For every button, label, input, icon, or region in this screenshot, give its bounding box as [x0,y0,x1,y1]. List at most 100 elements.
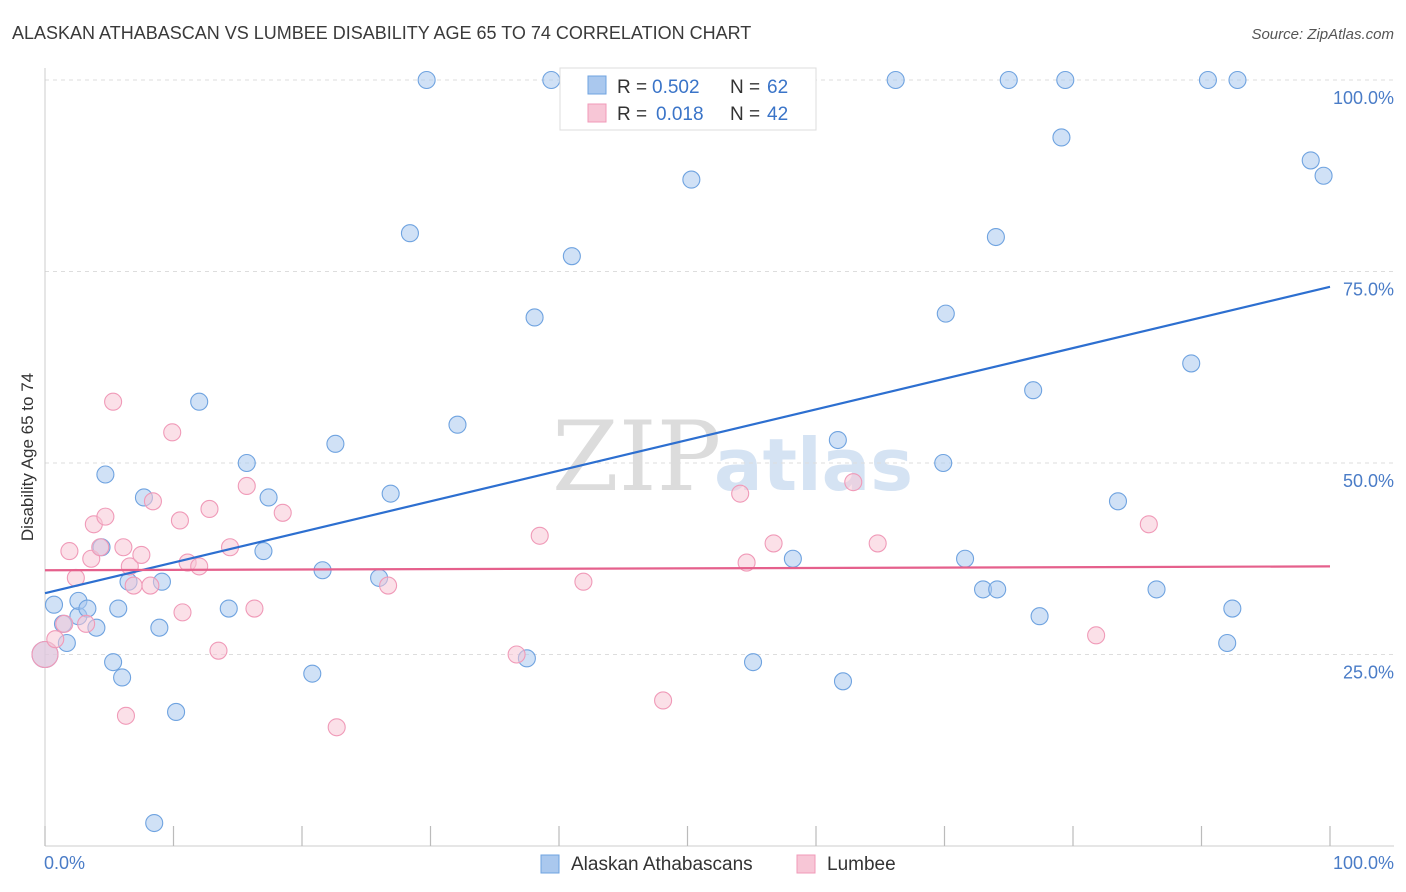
point-blue-28 [381,484,400,503]
point-pink-0 [31,640,59,669]
point-pink-23 [200,499,219,519]
point-blue-34 [542,70,561,90]
point-pink-27 [245,599,264,618]
point-pink-20 [173,603,192,622]
point-pink-1 [46,630,65,649]
trend-lines [44,285,1331,595]
point-blue-41 [886,70,905,90]
y-axis-label: Disability Age 65 to 74 [18,373,37,541]
point-pink-34 [654,691,673,710]
point-pink-37 [764,534,783,553]
watermark: ZIP atlas [552,401,913,513]
point-blue-26 [326,434,345,453]
point-pink-18 [163,423,182,442]
trend-line-pink [44,565,1331,572]
point-pink-32 [530,526,549,545]
point-pink-24 [209,641,228,660]
point-pink-40 [1087,626,1106,645]
point-pink-10 [104,392,123,411]
point-blue-55 [1182,354,1201,373]
point-pink-38 [844,473,863,492]
legend-swatch-blue [587,75,607,95]
point-blue-47 [986,227,1005,247]
chart-title: ALASKAN ATHABASCAN VS LUMBEE DISABILITY … [12,23,751,43]
y-tick-label-0: 100.0% [1333,88,1394,108]
point-blue-59 [1228,70,1247,90]
point-pink-14 [124,576,143,595]
legend-r-label-1: R = [617,77,647,98]
point-blue-42 [934,453,953,473]
point-pink-36 [737,553,756,572]
series-legend-swatch-blue[interactable] [540,854,560,874]
point-blue-19 [190,392,209,411]
point-blue-50 [1030,607,1049,626]
y-axis-tick-labels: 100.0% 75.0% 50.0% 25.0% [1333,88,1394,683]
point-pink-31 [507,645,526,664]
point-pink-22 [190,557,209,576]
chart-source: Source: ZipAtlas.com [1251,26,1394,43]
point-blue-51 [1052,128,1071,147]
series-legend-swatch-pink[interactable] [796,854,816,874]
series-legend: Alaskan Athabascans Lumbee [540,854,896,875]
point-blue-36 [682,170,701,189]
legend-n-value-1: 62 [767,77,788,98]
series-legend-label-blue[interactable]: Alaskan Athabascans [571,854,753,875]
point-blue-20 [219,599,238,618]
point-blue-61 [1314,166,1333,185]
x-tick-label-left: 0.0% [44,853,85,873]
point-blue-43 [936,304,955,323]
point-blue-57 [1218,633,1237,653]
point-blue-33 [525,308,544,327]
point-pink-12 [116,706,136,725]
point-pink-29 [327,718,346,737]
series-legend-label-pink[interactable]: Lumbee [827,854,896,875]
point-blue-24 [303,664,322,683]
trend-line-blue [44,285,1331,595]
point-pink-11 [114,538,133,557]
point-blue-49 [1024,381,1043,400]
point-pink-26 [237,476,256,496]
y-tick-label-1: 75.0% [1343,280,1394,300]
point-pink-39 [868,534,887,553]
point-blue-1 [44,595,64,614]
point-blue-40 [833,672,853,691]
point-blue-38 [783,549,802,568]
point-blue-60 [1301,151,1320,170]
point-blue-46 [988,580,1007,599]
point-pink-16 [141,576,160,595]
y-tick-label-2: 50.0% [1343,471,1394,491]
legend-n-value-2: 42 [767,104,788,125]
axes [44,68,1394,847]
point-pink-15 [132,545,151,564]
point-pink-8 [91,538,110,557]
y-tick-label-3: 25.0% [1343,663,1394,683]
point-pink-28 [273,503,292,522]
point-blue-16 [150,618,169,637]
point-blue-52 [1056,70,1075,90]
legend-swatch-pink [587,103,607,123]
point-blue-29 [400,224,419,243]
point-blue-44 [956,549,975,568]
point-blue-21 [237,453,256,473]
point-pink-9 [96,507,115,526]
scatter-points [31,70,1333,833]
legend-r-value-2: 0.018 [656,104,704,125]
point-blue-39 [828,430,847,450]
point-blue-12 [113,668,132,687]
point-blue-22 [254,542,273,561]
point-blue-53 [1108,492,1128,511]
point-blue-37 [743,653,763,672]
legend-r-value-1: 0.502 [652,77,700,98]
point-pink-30 [379,576,398,595]
point-pink-3 [60,542,79,561]
point-blue-30 [417,70,436,90]
legend-r-label-2: R = [617,104,647,125]
point-blue-10 [104,653,123,672]
legend-n-label-1: N = [730,77,760,98]
point-blue-23 [259,488,278,507]
point-pink-35 [731,484,750,503]
watermark-zip: ZIP [552,401,721,513]
point-blue-31 [448,415,467,434]
point-pink-2 [55,614,74,633]
